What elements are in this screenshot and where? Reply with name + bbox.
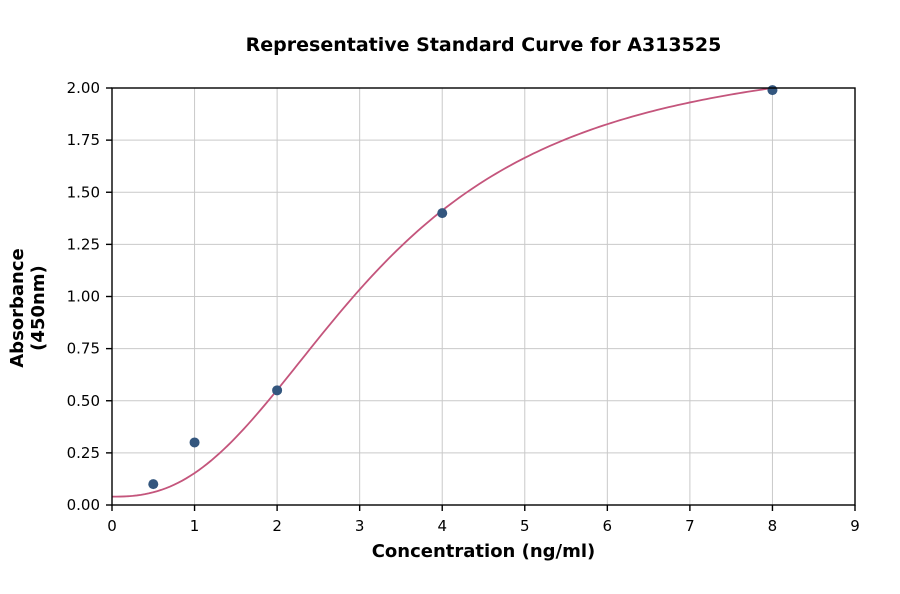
x-tick-label: 1 — [190, 517, 200, 535]
gridlines — [112, 88, 855, 505]
y-tick-label: 1.00 — [67, 288, 100, 306]
x-tick-label: 6 — [603, 517, 613, 535]
x-tick-label: 8 — [768, 517, 778, 535]
tick-marks — [106, 87, 856, 511]
x-tick-label: 3 — [355, 517, 365, 535]
x-tick-label: 4 — [437, 517, 447, 535]
x-axis-label: Concentration (ng/ml) — [371, 541, 596, 562]
y-tick-label: 0.25 — [67, 444, 100, 462]
tick-labels: 0 1 2 3 4 5 6 7 8 9 0.00 0.25 0.50 0.75 1.00 1.25 1.50 1.… — [67, 79, 860, 535]
y-tick-label: 1.25 — [67, 235, 100, 253]
data-point — [437, 208, 448, 219]
x-tick-label: 7 — [685, 517, 695, 535]
data-point — [767, 85, 778, 96]
data-point — [148, 479, 159, 490]
y-tick-label: 0.75 — [67, 340, 100, 358]
y-tick-label: 1.75 — [67, 131, 100, 149]
x-tick-label: 5 — [520, 517, 530, 535]
y-tick-label: 0.50 — [67, 392, 100, 410]
data-points — [148, 85, 778, 490]
data-point — [189, 437, 200, 448]
x-tick-label: 9 — [850, 517, 860, 535]
data-point — [272, 385, 283, 396]
x-tick-label: 0 — [107, 517, 117, 535]
x-tick-label: 2 — [272, 517, 282, 535]
y-tick-label: 0.00 — [67, 496, 100, 514]
y-tick-label: 1.50 — [67, 183, 100, 201]
y-tick-label: 2.00 — [67, 79, 100, 97]
chart-title: Representative Standard Curve for A31352… — [245, 34, 722, 56]
